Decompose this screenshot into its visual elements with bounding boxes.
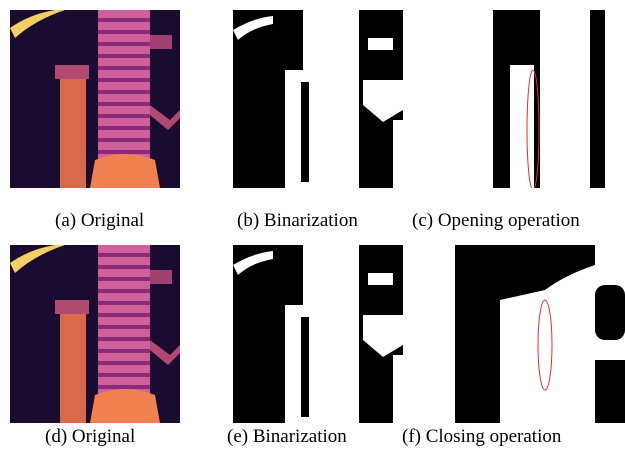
caption: (c) Opening operation: [412, 210, 580, 231]
left-column: [60, 65, 86, 188]
left-column: [60, 300, 86, 423]
column: [303, 10, 359, 188]
left-white: [510, 300, 540, 423]
column: [303, 245, 359, 423]
caption: (f) Closing operation: [402, 426, 562, 447]
hole: [301, 82, 309, 182]
caption: (d) Original: [45, 426, 135, 447]
right-dark-low: [595, 360, 625, 423]
caption: (b) Binarization: [237, 210, 358, 231]
column: [540, 10, 590, 188]
left-dark: [455, 245, 500, 423]
caption: (e) Binarization: [227, 426, 347, 447]
right-blob: [368, 38, 393, 50]
hole: [301, 317, 309, 417]
right-edge: [605, 10, 625, 188]
image-panel: [455, 10, 625, 190]
image-panel: [233, 10, 403, 188]
left-band: [455, 10, 493, 188]
right-blob: [368, 273, 393, 285]
image-panel: [10, 10, 180, 188]
image-panel: [233, 245, 403, 423]
right-edge: [393, 355, 403, 423]
right-dark: [595, 285, 625, 340]
left-column: [510, 65, 534, 188]
image-panel: [10, 245, 180, 423]
base: [90, 389, 160, 423]
image-panel: [455, 245, 625, 423]
page: {"panels": [ {"caption": "(a) Original"}…: [0, 0, 625, 455]
caption: (a) Original: [55, 210, 144, 231]
left-cap: [55, 65, 89, 79]
left-cap: [55, 300, 89, 314]
base: [90, 154, 160, 188]
figure: (a) Original (b) Binarization (c) Opening …: [0, 0, 625, 455]
right-blob: [150, 35, 172, 49]
right-blob: [150, 270, 172, 284]
right-edge: [393, 120, 403, 188]
